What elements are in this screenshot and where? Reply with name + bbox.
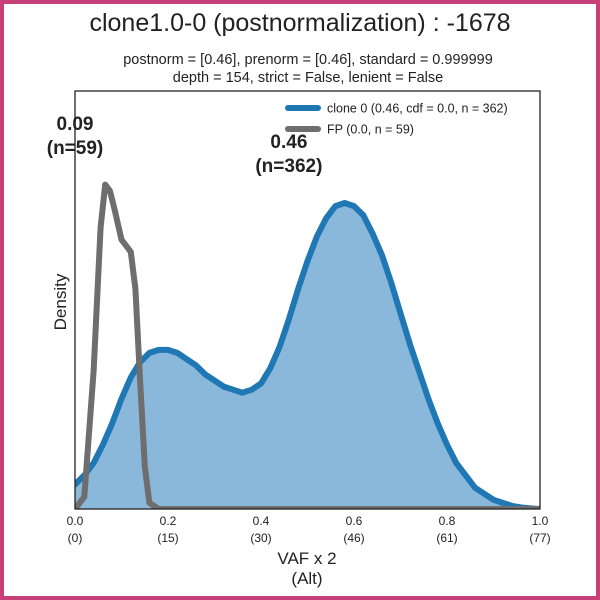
series-0-line [75, 200, 540, 509]
x-tick-sublabel: (61) [436, 531, 457, 545]
series-0-fill [75, 203, 540, 509]
x-tick-label: 0.6 [346, 514, 363, 528]
x-tick-sublabel: (77) [529, 531, 550, 545]
legend: clone 0 (0.46, cdf = 0.0, n = 362) FP (0.… [285, 102, 508, 137]
x-tick-label: 0.8 [439, 514, 456, 528]
chart-subtitle-line-1: postnorm = [0.46], prenorm = [0.46], sta… [123, 52, 493, 68]
x-tick-sublabel: (46) [343, 531, 364, 545]
chart-subtitle-line-2: depth = 154, strict = False, lenient = F… [173, 70, 443, 86]
peak-annotation-value: 0.46 [270, 132, 307, 153]
x-axis-label: VAF x 2 [277, 549, 336, 568]
x-tick-label: 0.0 [67, 514, 84, 528]
x-axis-ticks: 0.0 (0) 0.2 (15) 0.4 (30) 0.6 (46) 0.8 (61) 1.0 (77… [67, 514, 551, 545]
density-chart: clone1.0-0 (postnormalization) : -1678 p… [47, 9, 551, 588]
y-axis-label: Density [51, 273, 70, 330]
series-1-line [75, 181, 540, 509]
x-tick-sublabel: (15) [157, 531, 178, 545]
x-tick-sublabel: (0) [68, 531, 83, 545]
x-tick-sublabel: (30) [250, 531, 271, 545]
chart-title: clone1.0-0 (postnormalization) : -1678 [89, 9, 510, 37]
legend-label: clone 0 (0.46, cdf = 0.0, n = 362) [327, 102, 508, 116]
x-tick-label: 0.2 [160, 514, 177, 528]
plot-area [74, 90, 541, 510]
peak-annotation-count: (n=59) [47, 138, 104, 159]
legend-label: FP (0.0, n = 59) [327, 123, 414, 137]
x-tick-label: 0.4 [253, 514, 270, 528]
x-tick-label: 1.0 [532, 514, 549, 528]
axes-frame [74, 90, 541, 510]
peak-annotations: 0.09 (n=59) 0.46 (n=362) [47, 114, 323, 177]
peak-annotation-count: (n=362) [255, 156, 322, 177]
x-axis-sublabel: (Alt) [291, 569, 322, 588]
peak-annotation-value: 0.09 [57, 114, 94, 135]
